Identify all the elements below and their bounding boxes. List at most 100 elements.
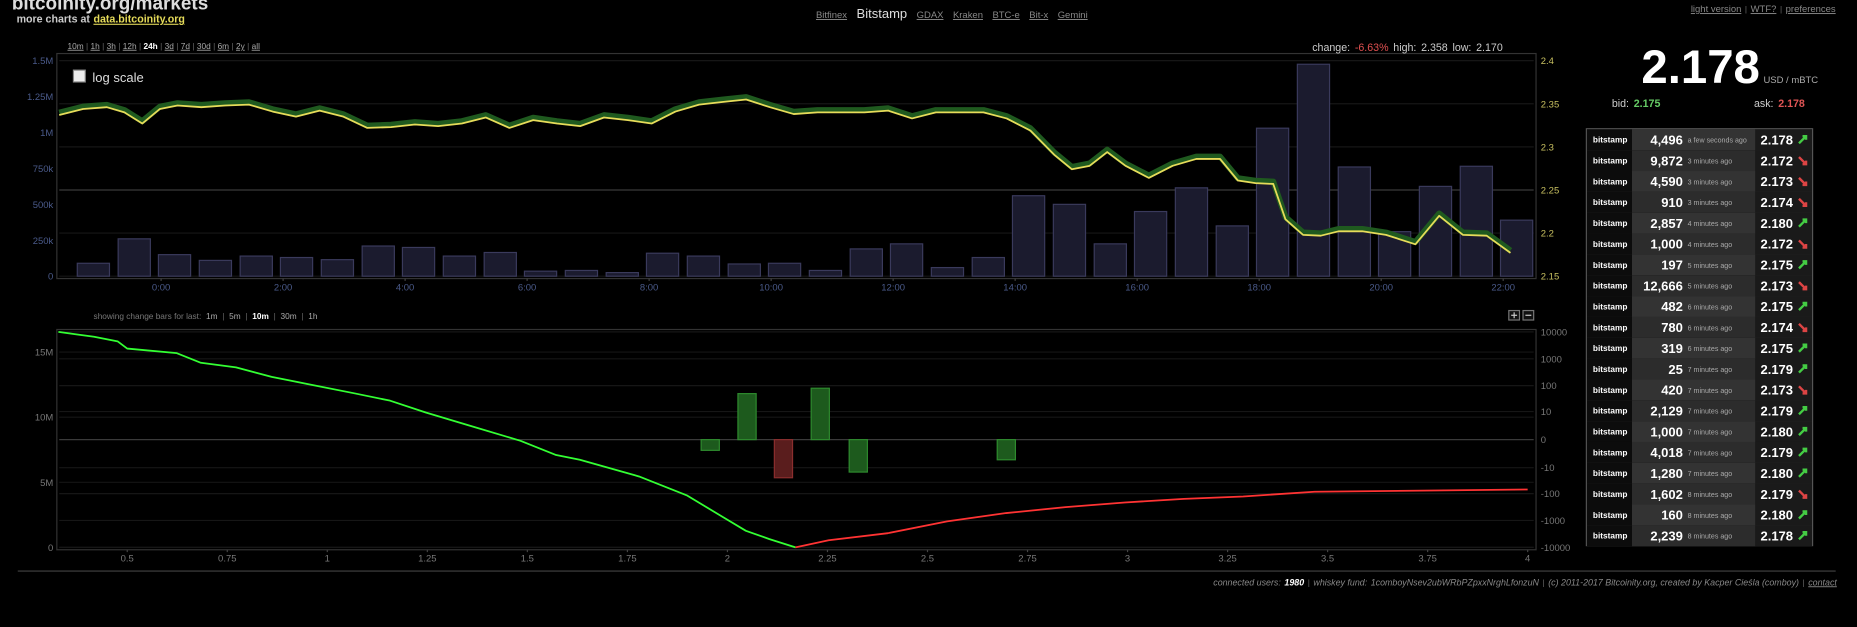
interval-link[interactable]: 1m <box>206 311 218 321</box>
separator: | <box>1308 577 1310 587</box>
price-cell <box>1755 483 1812 505</box>
site-title[interactable]: bitcoinity.org/markets <box>12 0 208 15</box>
trade-exchange: bitstamp <box>1593 301 1628 311</box>
separator: | <box>245 311 247 321</box>
separator: | <box>176 41 178 51</box>
more-charts-link[interactable]: data.bitcoinity.org <box>93 14 184 26</box>
bar <box>401 246 436 277</box>
price-cell <box>1755 525 1812 547</box>
exchange-link[interactable]: Gemini <box>1058 10 1088 21</box>
depth-chart-frame <box>56 328 1537 551</box>
time-range-link[interactable]: 3d <box>165 41 175 51</box>
price-cell <box>1755 358 1812 380</box>
price-cell <box>1755 441 1812 463</box>
interval-link[interactable]: 30m <box>281 311 297 321</box>
log-scale-label[interactable]: log scale <box>92 70 143 85</box>
price-cell <box>1755 129 1812 151</box>
separator: | <box>301 311 303 321</box>
stat-value: 2.170 <box>1476 42 1503 54</box>
trade-amount: 25 <box>1668 362 1682 377</box>
top-link[interactable]: preferences <box>1786 4 1836 15</box>
trade-direction-arrow <box>1798 218 1808 228</box>
exchange-cell <box>1586 275 1632 297</box>
time-range-link[interactable]: 30d <box>197 41 211 51</box>
footer-text: whiskey fund: <box>1313 577 1367 587</box>
interval-link[interactable]: 10m <box>252 311 269 321</box>
trade-time: 3 minutes ago <box>1688 199 1733 207</box>
trade-direction-arrow <box>1798 135 1808 145</box>
exchange-cell <box>1586 129 1632 151</box>
trade-exchange: bitstamp <box>1593 135 1628 145</box>
trade-exchange: bitstamp <box>1593 239 1628 249</box>
exchange-link[interactable]: GDAX <box>917 10 945 21</box>
y-tick-label: 250k <box>33 236 54 247</box>
trade-price: 2.174 <box>1760 195 1793 210</box>
time-range-link[interactable]: 12h <box>123 41 137 51</box>
bar <box>727 263 761 277</box>
y-tick-label: 0 <box>48 543 53 554</box>
trade-amount: 482 <box>1661 299 1683 314</box>
trade-direction-arrow <box>1798 510 1808 520</box>
exchange-cell <box>1586 525 1632 547</box>
exchange-cell <box>1586 337 1632 359</box>
time-range-link[interactable]: all <box>252 41 260 51</box>
y-tick-label: 15M <box>35 348 54 359</box>
log-scale-checkbox[interactable] <box>72 69 86 83</box>
trade-direction-arrow <box>1798 405 1808 416</box>
bar <box>1174 187 1209 277</box>
exchange-link[interactable]: BTC-e <box>992 10 1019 21</box>
trade-time: 4 minutes ago <box>1688 220 1733 228</box>
trade-amount: 2,129 <box>1650 403 1683 418</box>
exchange-cell <box>1586 400 1632 422</box>
trade-exchange: bitstamp <box>1593 281 1628 291</box>
exchange-link[interactable]: Bitstamp <box>857 6 908 21</box>
footer-contact[interactable]: contact <box>1808 577 1837 587</box>
trade-exchange: bitstamp <box>1593 510 1628 520</box>
interval-link[interactable]: 1h <box>308 311 318 321</box>
price-chart-frame <box>56 52 1537 280</box>
x-tick-label: 1.75 <box>618 554 636 565</box>
y2-tick-label: -10 <box>1541 463 1555 474</box>
exchange-link[interactable]: Bit-x <box>1029 10 1048 21</box>
time-range-link[interactable]: 10m <box>68 41 84 51</box>
y-tick-label: 1.25M <box>27 92 53 103</box>
y2-tick-label: 0 <box>1541 435 1546 446</box>
x-tick-label: 2.5 <box>921 554 934 565</box>
bar <box>889 243 924 277</box>
time-range-link[interactable]: 7d <box>181 41 191 51</box>
footer-text: (c) 2011-2017 Bitcoinity.org, created by… <box>1548 577 1799 587</box>
time-range-link[interactable]: 6m <box>218 41 230 51</box>
price-cell <box>1755 316 1812 338</box>
y2-tick-label: 2.15 <box>1541 272 1559 283</box>
trade-exchange: bitstamp <box>1593 156 1628 166</box>
trade-price: 2.173 <box>1760 383 1793 398</box>
trade-time: 8 minutes ago <box>1688 533 1733 541</box>
interval-link[interactable]: 5m <box>229 311 241 321</box>
separator: | <box>247 41 249 51</box>
x-tick-label: 2.75 <box>1018 554 1036 565</box>
trade-time: 7 minutes ago <box>1688 470 1733 478</box>
bar <box>808 269 843 277</box>
y2-tick-label: -10000 <box>1541 543 1570 554</box>
price-cell <box>1755 337 1812 359</box>
time-range-link[interactable]: 2y <box>236 41 246 51</box>
y2-tick-label: 100 <box>1541 381 1557 392</box>
time-range-link[interactable]: 3h <box>107 41 117 51</box>
trade-exchange: bitstamp <box>1593 385 1628 395</box>
time-range-link[interactable]: 1h <box>91 41 101 51</box>
separator: | <box>139 41 141 51</box>
trade-direction-arrow <box>1798 364 1808 374</box>
top-link[interactable]: WTF? <box>1751 4 1777 15</box>
top-link[interactable]: light version <box>1691 4 1742 15</box>
time-range-link[interactable]: 24h <box>143 41 157 51</box>
y2-tick-label: 2.35 <box>1541 99 1559 110</box>
exchange-link[interactable]: Kraken <box>953 10 983 21</box>
bar <box>198 259 233 277</box>
trade-amount: 420 <box>1661 383 1683 398</box>
trade-exchange: bitstamp <box>1593 218 1628 228</box>
bar <box>157 254 192 277</box>
trade-direction-arrow <box>1798 156 1808 166</box>
trade-time: 3 minutes ago <box>1688 158 1733 166</box>
x-tick-label: 0.75 <box>218 554 236 565</box>
exchange-link[interactable]: Bitfinex <box>816 10 847 21</box>
